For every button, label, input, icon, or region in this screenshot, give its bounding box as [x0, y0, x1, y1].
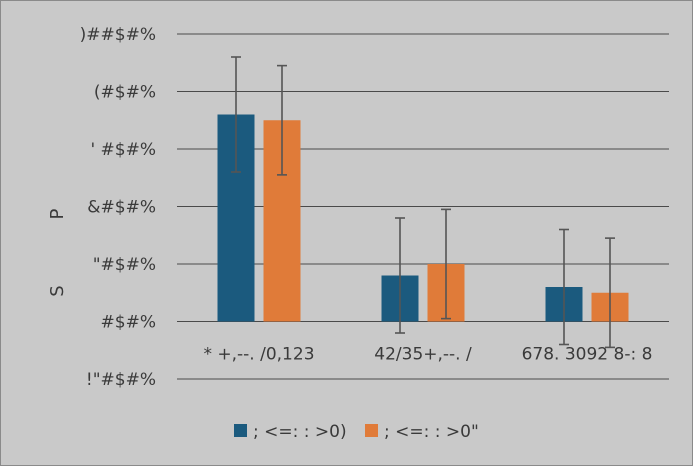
category-label: 42/35+,--. /	[374, 345, 472, 365]
y-axis-label-char-1: P	[47, 208, 68, 219]
category-label: 678. 3092 8-: 8	[522, 345, 653, 365]
y-axis-label-char-2: S	[47, 285, 68, 296]
y-tick-label: )##$#%	[80, 25, 156, 45]
legend-swatch	[234, 424, 247, 437]
legend: ; <=: : >0) ; <=: : >0"	[234, 422, 479, 442]
error-bars	[231, 56, 615, 349]
y-tick-label: #$#%	[101, 313, 156, 333]
y-tick-label: "#$#%	[93, 255, 156, 275]
gridlines	[177, 33, 669, 380]
y-tick-labels: )##$#% (#$#% ' #$#% &#$#% "#$#% #$#% !"#$#%	[80, 25, 156, 390]
category-labels: * +,--. /0,123 42/35+,--. / 678. 3092 8-: …	[203, 345, 652, 365]
y-tick-label: !"#$#%	[86, 370, 156, 390]
y-tick-label: ' #$#%	[90, 140, 156, 160]
y-tick-label: (#$#%	[94, 83, 156, 103]
y-axis-label: P S	[47, 208, 68, 296]
legend-label: ; <=: : >0"	[384, 422, 479, 442]
legend-label: ; <=: : >0)	[253, 422, 347, 442]
legend-swatch	[365, 424, 378, 437]
category-label: * +,--. /0,123	[203, 345, 314, 365]
bars	[217, 114, 629, 322]
y-tick-label: &#$#%	[87, 198, 156, 218]
